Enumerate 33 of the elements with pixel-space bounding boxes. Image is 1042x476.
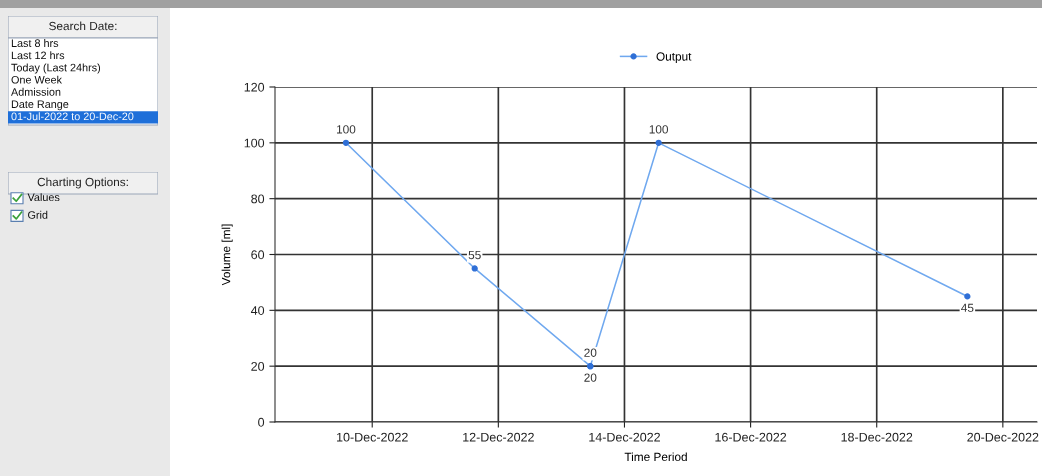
x-axis-title: Time Period: [624, 452, 687, 462]
x-tick-label: 16-Dec-2022: [715, 432, 787, 442]
data-label: 20: [584, 373, 597, 382]
text: Values: [27, 193, 60, 202]
text: Charting Options:: [37, 177, 128, 189]
y-tick-label: 60: [251, 250, 265, 260]
text: Search Date:: [49, 21, 117, 31]
text: Date Range: [11, 100, 69, 111]
y-tick-label: 20: [251, 361, 265, 371]
text: 01-Jul-2022 to 20-Dec-20: [11, 112, 134, 121]
y-tick-label: 80: [251, 194, 265, 204]
x-tick-label: 20-Dec-2022: [967, 432, 1039, 442]
text: Admission: [11, 87, 61, 96]
text: One Week: [11, 75, 62, 84]
y-tick-label: 100: [244, 138, 265, 148]
x-tick-label: 18-Dec-2022: [841, 432, 913, 442]
data-label: 100: [649, 125, 669, 134]
y-axis-title: Volume [ml]: [221, 224, 233, 286]
x-tick-label: 14-Dec-2022: [589, 432, 660, 442]
y-tick-label: 40: [250, 306, 265, 315]
data-label: 20: [584, 348, 597, 357]
data-label: 55: [468, 250, 481, 260]
data-label: 45: [961, 303, 974, 312]
text: Last 12 hrs: [11, 51, 65, 60]
text: Last 8 hrs: [11, 39, 59, 48]
text: Today (Last 24hrs): [11, 63, 101, 74]
y-tick-label: 120: [244, 82, 265, 92]
x-tick-label: 12-Dec-2022: [463, 432, 534, 442]
legend-label: Output: [656, 52, 692, 63]
data-label: 100: [337, 125, 356, 134]
y-tick-label: 0: [258, 417, 265, 427]
text: Grid: [28, 210, 48, 219]
x-tick-label: 10-Dec-2022: [337, 432, 408, 442]
